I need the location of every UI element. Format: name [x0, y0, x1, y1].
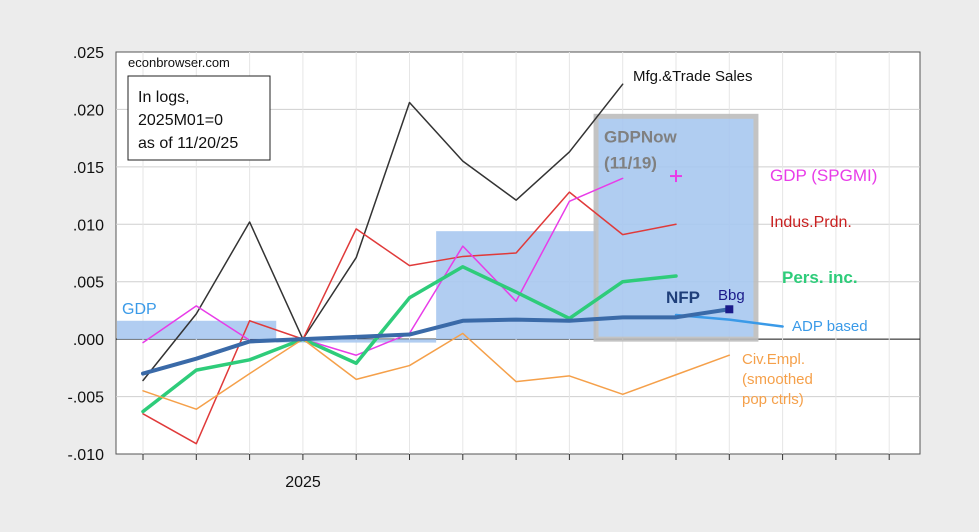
gdp-bar — [276, 339, 437, 343]
series-line — [142, 83, 624, 382]
label-adp-based: ADP based — [792, 318, 868, 335]
y-tick-label: -.010 — [68, 447, 105, 464]
y-tick-label: .005 — [73, 275, 104, 292]
y-tick-label: .000 — [73, 332, 104, 349]
source-label: econbrowser.com — [128, 55, 230, 70]
label-civ-empl: pop ctrls) — [742, 391, 804, 408]
label-nfp: NFP — [666, 288, 700, 307]
series-line — [142, 332, 731, 410]
label-civ-empl: (smoothed — [742, 371, 813, 388]
y-tick-label: .025 — [73, 45, 104, 62]
gdpnow-box: GDPNow (11/19) — [593, 113, 759, 342]
note-line-2: 2025M01=0 — [138, 112, 223, 129]
series-line — [142, 177, 624, 356]
axis-ticks: .025 .020 .015 .010 .005 .000 -.005 -.010 — [68, 45, 890, 464]
label-civ-empl: Civ.Empl. — [742, 351, 805, 368]
gdpnow-date-label: (11/19) — [604, 153, 657, 172]
y-tick-label: .015 — [73, 160, 104, 177]
series-line — [141, 307, 732, 376]
label-mfg-trade-sales: Mfg.&Trade Sales — [633, 68, 753, 85]
series-lines — [141, 83, 784, 445]
label-bbg: Bbg — [718, 287, 745, 304]
label-gdp-spgmi: GDP (SPGMI) — [770, 166, 877, 185]
label-indus-prdn: Indus.Prdn. — [770, 214, 852, 231]
bbg-marker — [725, 305, 734, 314]
series-line — [141, 265, 678, 414]
gdpnow-label: GDPNow — [604, 127, 678, 146]
note-box — [127, 75, 271, 161]
y-tick-label: -.005 — [68, 390, 105, 407]
label-pers-inc: Pers. inc. — [782, 268, 858, 287]
note-line-1: In logs, — [138, 89, 190, 106]
note-line-3: as of 11/20/25 — [138, 135, 238, 152]
y-tick-label: .010 — [73, 217, 104, 234]
series-labels: Mfg.&Trade Sales GDP (SPGMI) Indus.Prdn. Pe… — [633, 68, 877, 408]
gdp-bar-label: GDP — [122, 301, 157, 318]
gdpnow-bar — [593, 113, 759, 342]
x-tick-label-2025: 2025 — [285, 474, 321, 491]
gdp-bar — [117, 320, 277, 340]
y-tick-label: .020 — [73, 102, 104, 119]
